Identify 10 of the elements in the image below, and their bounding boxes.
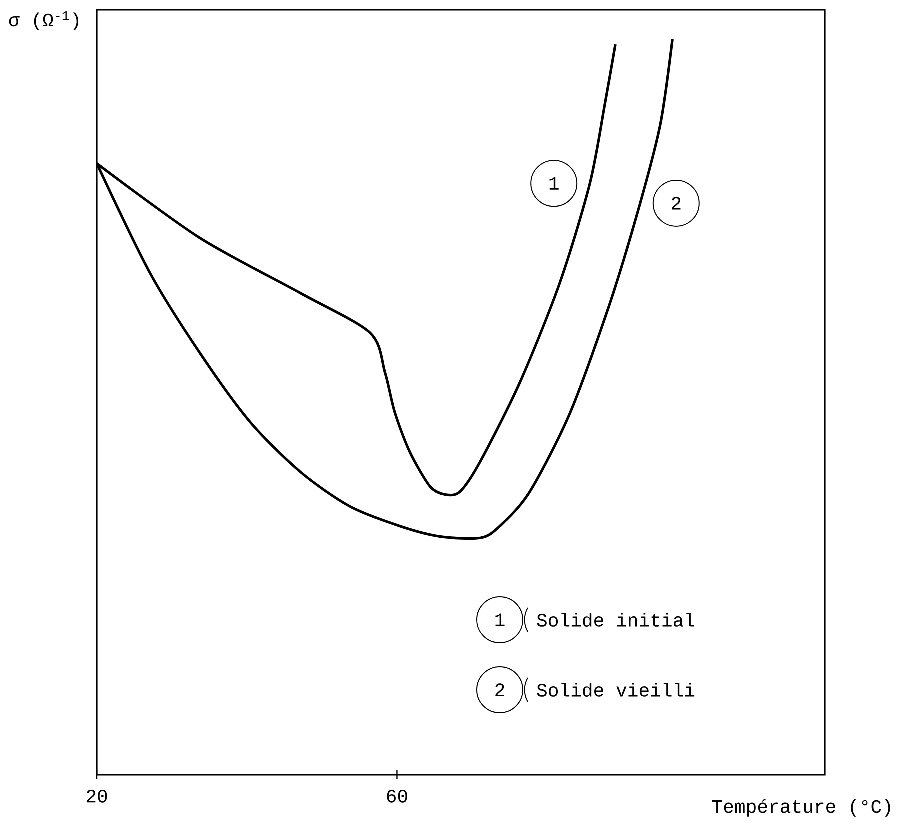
annotation: 1 [550,177,559,190]
legend-label: Solide initial [537,613,694,627]
text: 2 [496,684,504,696]
legend-label: Solide vieilli [537,683,695,697]
x-tick-label: 20 [86,790,108,803]
annotation: 2 [672,197,681,210]
x-axis-title: Température (°C) [712,799,890,817]
x-tick-label: 60 [387,790,408,803]
y-axis-title: σ (Ω$^{-1}$) [9,11,79,30]
text: 1 [496,614,505,626]
